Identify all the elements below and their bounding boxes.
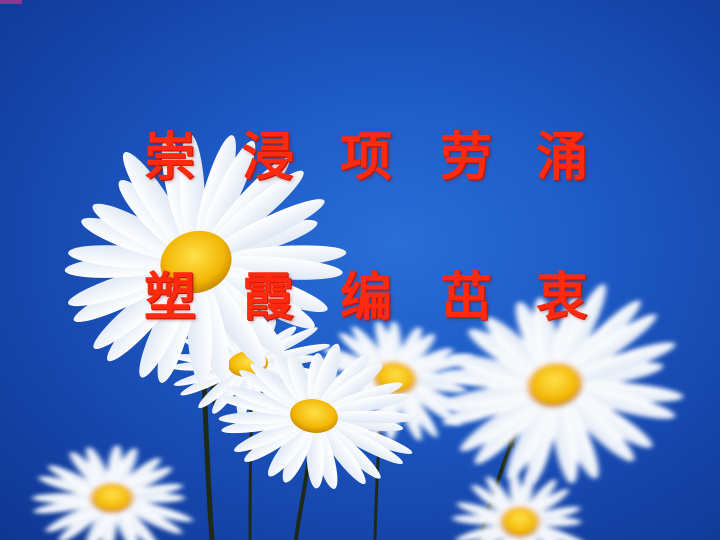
daisy-middle [218, 343, 416, 489]
character-2-2[interactable]: 霞 [241, 268, 294, 328]
character-2-4[interactable]: 茁 [439, 268, 492, 328]
character-1-3[interactable]: 项 [339, 128, 392, 188]
daisy-main [64, 133, 347, 385]
daisy-blurred-bottom-right [452, 470, 587, 540]
character-1-2[interactable]: 浸 [241, 128, 294, 188]
character-1-1[interactable]: 崇 [143, 128, 196, 188]
character-2-1[interactable]: 塑 [143, 268, 196, 328]
corner-mark [0, 0, 22, 4]
character-1-4[interactable]: 劳 [439, 128, 492, 188]
character-2-5[interactable]: 衷 [535, 268, 588, 328]
character-row-2: 塑霞编茁衷 [0, 263, 720, 333]
character-2-3[interactable]: 编 [339, 268, 392, 328]
daisy-blurred-bottom-left [32, 445, 193, 540]
character-row-1: 崇浸项劳涌 [0, 123, 720, 193]
daisy-blurred-right [438, 284, 684, 485]
character-1-5[interactable]: 涌 [535, 128, 588, 188]
